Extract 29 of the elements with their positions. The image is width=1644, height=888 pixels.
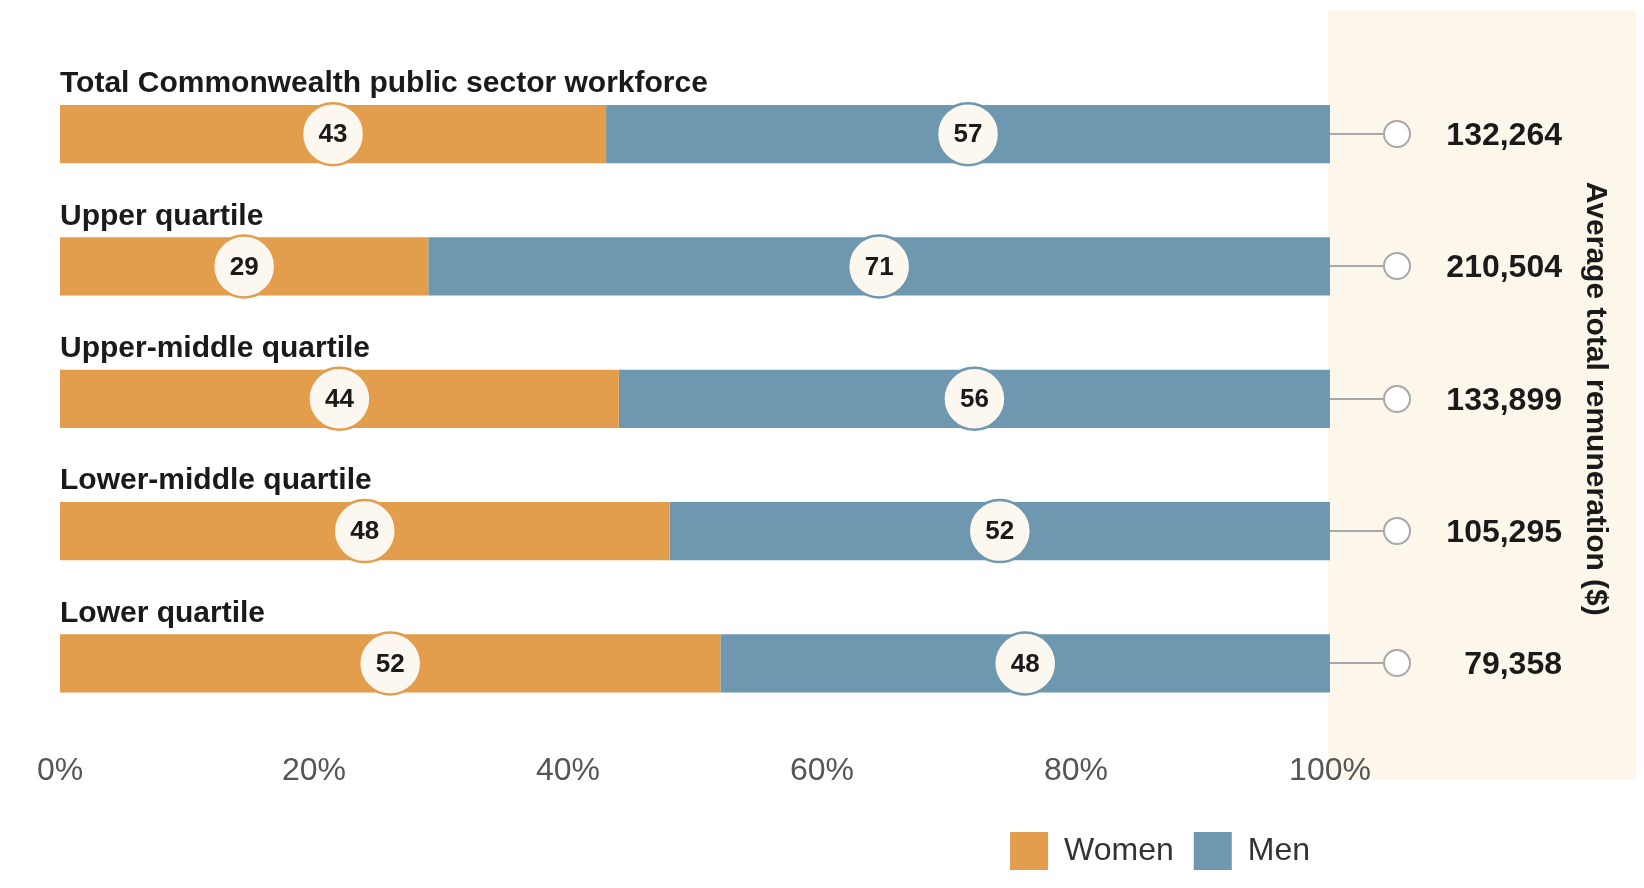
data-label: 56	[959, 382, 989, 413]
legend-label: Women	[1064, 830, 1174, 867]
y-tick-label: Total Commonwealth public sector workforce	[60, 65, 708, 99]
x-tick-label: 0%	[36, 750, 84, 787]
text: 105,295	[1446, 512, 1562, 549]
y-tick-label: Upper-middle quartile	[60, 329, 371, 363]
text: 133,899	[1446, 380, 1562, 417]
legend-label: Men	[1247, 830, 1310, 867]
data-label: 71	[864, 250, 894, 281]
text: Average total remuneration ($)	[1580, 181, 1614, 616]
data-label: 48	[350, 515, 380, 546]
y-tick-label: Lower quartile	[60, 594, 266, 628]
data-label: 29	[229, 250, 259, 281]
data-label: 43	[318, 118, 348, 149]
data-label: 48	[1010, 647, 1040, 678]
x-tick-label: 20%	[281, 750, 347, 787]
x-tick-label: 40%	[535, 750, 601, 787]
text: 210,504	[1446, 248, 1563, 285]
x-tick-label: 60%	[789, 750, 855, 787]
data-label: 44	[324, 382, 355, 413]
x-tick-label: 100%	[1289, 750, 1371, 787]
y-tick-label: Upper quartile	[60, 197, 264, 231]
data-label: 52	[985, 515, 1015, 546]
y-tick-label: Lower-middle quartile	[60, 462, 372, 496]
x-tick-label: 80%	[1043, 750, 1109, 787]
text: 132,264	[1446, 115, 1563, 152]
text: 79,358	[1464, 645, 1562, 682]
data-label: 57	[953, 118, 983, 149]
data-label: 52	[375, 647, 405, 678]
